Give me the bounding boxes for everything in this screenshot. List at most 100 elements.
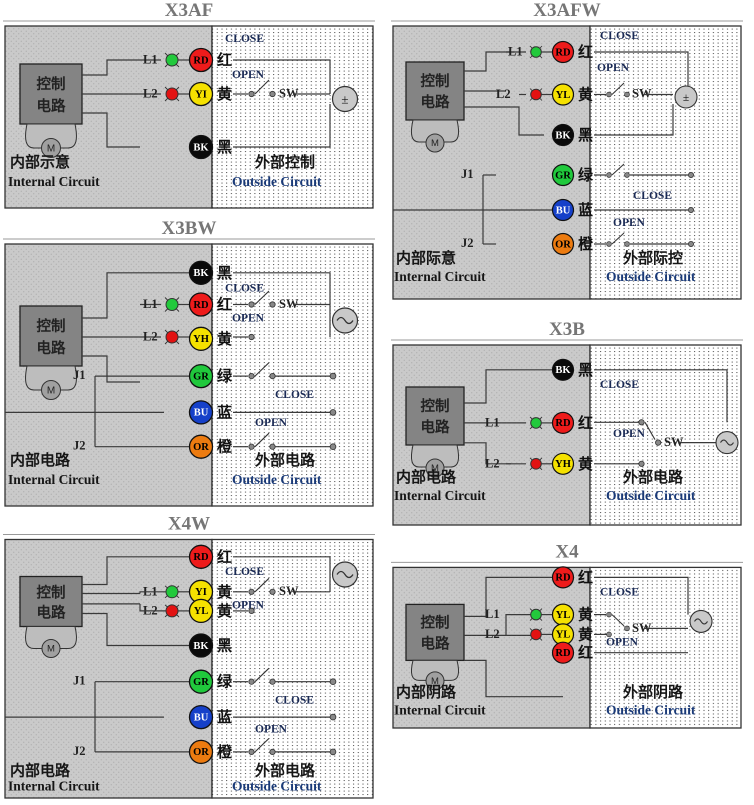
svg-text:Internal Circuit: Internal Circuit	[8, 174, 100, 189]
svg-text:L1: L1	[508, 45, 523, 59]
svg-text:OPEN: OPEN	[232, 600, 265, 612]
svg-text:CLOSE: CLOSE	[225, 33, 264, 45]
svg-text:内部电路: 内部电路	[10, 451, 71, 469]
svg-text:BK: BK	[555, 130, 571, 141]
svg-text:外部电路: 外部电路	[254, 451, 316, 469]
svg-text:BK: BK	[193, 268, 209, 279]
svg-text:YL: YL	[194, 606, 209, 617]
svg-text:L1: L1	[143, 297, 158, 311]
svg-text:SW: SW	[632, 87, 652, 101]
svg-text:黄: 黄	[217, 85, 232, 103]
svg-text:内部电路: 内部电路	[10, 761, 71, 779]
svg-text:OPEN: OPEN	[255, 417, 288, 429]
svg-text:L1: L1	[485, 415, 500, 429]
svg-text:控制: 控制	[421, 72, 450, 90]
svg-text:X4: X4	[555, 541, 579, 562]
svg-text:控制: 控制	[421, 397, 450, 415]
svg-text:RD: RD	[555, 418, 571, 429]
svg-text:BU: BU	[194, 712, 209, 723]
svg-text:YL: YL	[556, 90, 571, 101]
svg-text:红: 红	[217, 296, 232, 314]
svg-text:BU: BU	[194, 408, 209, 419]
svg-text:Internal Circuit: Internal Circuit	[394, 269, 486, 284]
svg-text:Internal Circuit: Internal Circuit	[394, 702, 486, 717]
svg-text:OPEN: OPEN	[606, 636, 639, 648]
svg-text:J1: J1	[461, 167, 474, 181]
svg-text:内部际意: 内部际意	[396, 249, 456, 267]
svg-text:电路: 电路	[421, 634, 450, 652]
svg-text:YI: YI	[195, 587, 207, 598]
svg-text:电路: 电路	[421, 93, 450, 111]
svg-text:红: 红	[217, 51, 232, 69]
svg-text:M: M	[47, 386, 55, 397]
svg-text:YL: YL	[556, 630, 571, 641]
svg-text:Outside Circuit: Outside Circuit	[606, 488, 696, 503]
svg-text:RD: RD	[193, 552, 209, 563]
svg-text:Internal Circuit: Internal Circuit	[394, 488, 486, 503]
svg-text:OPEN: OPEN	[232, 313, 265, 325]
svg-text:黑: 黑	[217, 638, 232, 655]
svg-text:BK: BK	[193, 641, 209, 652]
svg-text:Internal Circuit: Internal Circuit	[8, 778, 100, 793]
svg-text:YH: YH	[555, 459, 571, 470]
svg-text:红: 红	[578, 568, 593, 586]
svg-text:CLOSE: CLOSE	[633, 190, 672, 202]
svg-text:J1: J1	[73, 368, 86, 382]
svg-text:L1: L1	[485, 607, 500, 621]
svg-text:L2: L2	[496, 87, 511, 101]
svg-text:外部电路: 外部电路	[622, 468, 684, 486]
svg-text:黄: 黄	[578, 86, 593, 104]
svg-text:电路: 电路	[37, 339, 66, 357]
svg-text:L2: L2	[143, 330, 158, 344]
svg-text:Outside Circuit: Outside Circuit	[232, 778, 322, 793]
svg-text:黄: 黄	[578, 455, 593, 473]
svg-text:M: M	[47, 144, 55, 155]
svg-text:L2: L2	[485, 456, 500, 470]
svg-text:RD: RD	[193, 56, 209, 67]
svg-text:黑: 黑	[578, 127, 593, 144]
svg-text:YH: YH	[193, 334, 209, 345]
svg-text:控制: 控制	[37, 584, 66, 602]
svg-text:绿: 绿	[217, 367, 233, 385]
svg-text:RD: RD	[555, 648, 571, 659]
svg-text:黑: 黑	[217, 265, 232, 282]
svg-text:J2: J2	[73, 744, 86, 758]
svg-text:X3B: X3B	[549, 319, 585, 340]
svg-text:CLOSE: CLOSE	[275, 389, 314, 401]
svg-text:黄: 黄	[217, 602, 232, 620]
svg-text:控制: 控制	[421, 613, 450, 631]
svg-text:BU: BU	[556, 205, 571, 216]
svg-text:外部际控: 外部际控	[622, 249, 683, 267]
svg-text:OPEN: OPEN	[255, 724, 288, 736]
svg-text:BK: BK	[193, 143, 209, 154]
svg-text:CLOSE: CLOSE	[600, 379, 639, 391]
svg-text:绿: 绿	[217, 673, 233, 691]
svg-text:电路: 电路	[421, 418, 450, 436]
svg-text:红: 红	[578, 644, 593, 662]
svg-text:OR: OR	[555, 239, 571, 250]
svg-text:RD: RD	[555, 47, 571, 58]
svg-text:红: 红	[578, 43, 593, 61]
svg-text:YI: YI	[195, 90, 207, 101]
svg-text:YL: YL	[556, 610, 571, 621]
svg-text:X3AFW: X3AFW	[533, 0, 601, 21]
svg-text:蓝: 蓝	[217, 403, 232, 421]
svg-text:L2: L2	[143, 87, 158, 101]
svg-text:L2: L2	[485, 627, 500, 641]
svg-text:电路: 电路	[37, 97, 66, 115]
svg-text:黄: 黄	[578, 606, 593, 624]
svg-text:±: ±	[683, 92, 689, 104]
svg-text:RD: RD	[555, 573, 571, 584]
svg-text:BK: BK	[555, 365, 571, 376]
svg-text:J2: J2	[461, 236, 474, 250]
svg-text:±: ±	[341, 92, 348, 107]
svg-text:Internal Circuit: Internal Circuit	[8, 472, 100, 487]
svg-text:OR: OR	[193, 747, 209, 758]
svg-text:橙: 橙	[578, 235, 594, 253]
svg-text:绿: 绿	[578, 166, 594, 184]
svg-text:GR: GR	[193, 677, 209, 688]
svg-text:Outside Circuit: Outside Circuit	[232, 472, 322, 487]
svg-text:蓝: 蓝	[217, 708, 232, 726]
svg-text:黑: 黑	[578, 362, 593, 379]
svg-text:红: 红	[217, 548, 232, 566]
